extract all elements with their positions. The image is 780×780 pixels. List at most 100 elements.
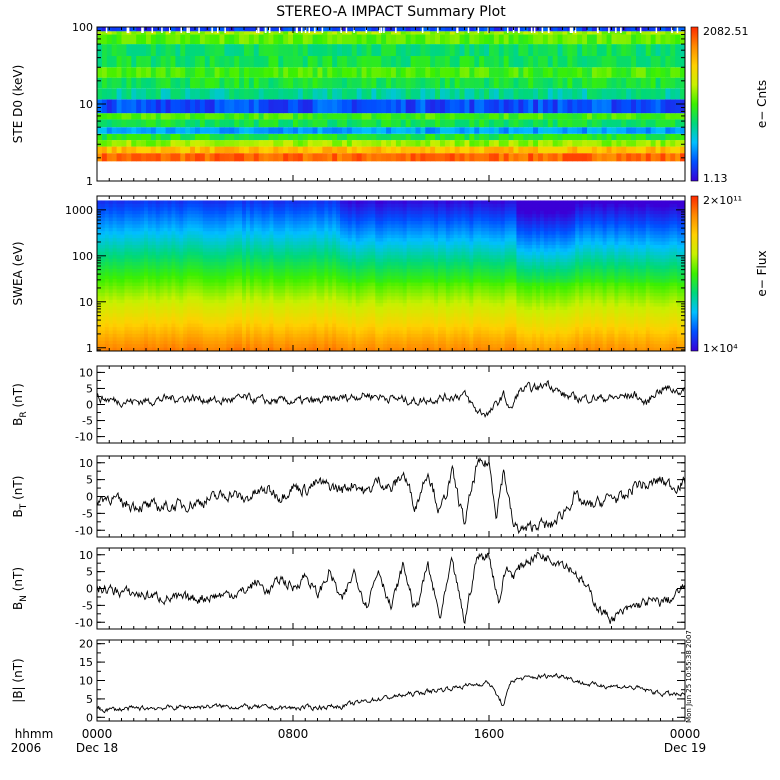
ste-cell bbox=[621, 44, 627, 57]
ste-cell bbox=[180, 146, 186, 154]
swea-cell bbox=[120, 330, 125, 335]
ste-cell bbox=[136, 140, 142, 147]
swea-cell bbox=[328, 289, 333, 294]
swea-cell bbox=[179, 306, 184, 311]
ste-cell bbox=[101, 56, 108, 68]
ste-cell bbox=[601, 56, 607, 68]
swea-cell bbox=[187, 238, 192, 242]
ste-cell bbox=[97, 99, 103, 114]
swea-cell bbox=[198, 227, 204, 232]
swea-cell bbox=[300, 296, 306, 301]
swea-cell bbox=[191, 231, 196, 236]
ste-cell bbox=[616, 27, 622, 32]
swea-cell bbox=[296, 275, 302, 280]
ste-gap bbox=[321, 27, 324, 33]
swea-cell bbox=[340, 265, 345, 270]
swea-cell bbox=[277, 292, 282, 297]
swea-cell bbox=[296, 292, 302, 297]
ste-cell bbox=[131, 113, 137, 120]
swea-cell bbox=[187, 347, 192, 352]
swea-cell bbox=[285, 306, 290, 311]
ste-cell bbox=[587, 113, 593, 120]
swea-cell bbox=[202, 309, 208, 314]
ste-cell bbox=[268, 34, 274, 45]
swea-cell bbox=[324, 279, 329, 283]
ste-cell bbox=[670, 34, 676, 45]
swea-cell bbox=[355, 207, 361, 212]
ste-cell bbox=[136, 99, 142, 114]
ste-cell bbox=[170, 133, 176, 141]
ste-cell bbox=[307, 31, 313, 35]
swea-cell bbox=[316, 279, 321, 283]
swea-cell bbox=[159, 227, 165, 232]
swea-cell bbox=[308, 285, 313, 290]
ste-cell bbox=[342, 140, 348, 147]
swea-cell bbox=[304, 316, 310, 321]
ste-cell bbox=[381, 127, 387, 134]
swea-cell bbox=[97, 207, 102, 212]
swea-cell bbox=[167, 316, 172, 321]
ste-cell bbox=[101, 146, 108, 154]
swea-cell bbox=[202, 289, 208, 294]
ste-gap bbox=[301, 27, 303, 33]
swea-cell bbox=[281, 344, 286, 348]
swea-cell bbox=[257, 268, 263, 273]
ste-cell bbox=[395, 67, 402, 78]
swea-cell bbox=[210, 344, 215, 348]
ste-gap bbox=[380, 27, 383, 33]
ste-cell bbox=[293, 140, 299, 147]
swea-cell bbox=[140, 231, 145, 236]
swea-cell bbox=[112, 262, 117, 266]
ste-cell bbox=[484, 88, 490, 100]
swea-cell bbox=[191, 268, 196, 273]
ste-cell bbox=[621, 133, 627, 141]
ste-cell bbox=[278, 146, 284, 154]
ste-cell bbox=[410, 140, 416, 147]
swea-cell bbox=[304, 347, 310, 352]
swea-cell bbox=[179, 217, 184, 222]
swea-cell bbox=[320, 316, 325, 321]
ste-cell bbox=[381, 146, 387, 154]
ste-cell bbox=[337, 27, 343, 32]
swea-cell bbox=[198, 327, 204, 331]
ste-cell bbox=[542, 44, 549, 57]
swea-cell bbox=[257, 244, 263, 249]
swea-cell bbox=[340, 272, 345, 277]
swea-cell bbox=[257, 320, 263, 325]
swea-cell bbox=[296, 316, 302, 321]
swea-cell bbox=[136, 203, 141, 208]
swea-cell bbox=[140, 279, 145, 283]
ste-cell bbox=[645, 31, 652, 35]
swea-cell bbox=[336, 220, 341, 225]
ste-cell bbox=[596, 99, 603, 114]
swea-cell bbox=[312, 316, 317, 321]
swea-cell bbox=[347, 282, 353, 287]
ste-cell bbox=[302, 113, 309, 120]
swea-cell bbox=[147, 220, 153, 225]
swea-cell bbox=[308, 327, 313, 331]
swea-cell bbox=[328, 303, 333, 307]
ste-cell bbox=[263, 99, 269, 114]
ste-cell bbox=[547, 88, 554, 100]
swea-cell bbox=[347, 292, 353, 297]
swea-cell bbox=[104, 306, 110, 311]
swea-cell bbox=[355, 251, 361, 256]
swea-cell bbox=[238, 282, 243, 287]
ste-cell bbox=[400, 133, 407, 141]
swea-cell bbox=[112, 214, 117, 218]
swea-cell bbox=[328, 282, 333, 287]
swea-cell bbox=[171, 344, 176, 348]
ste-cell bbox=[165, 113, 171, 120]
swea-cell bbox=[136, 337, 141, 342]
swea-cell bbox=[104, 320, 110, 325]
ste-cell bbox=[283, 34, 289, 45]
swea-cell bbox=[175, 313, 180, 318]
ste-cell bbox=[567, 56, 573, 68]
swea-cell bbox=[136, 344, 141, 348]
ste-gap bbox=[256, 27, 258, 33]
ste-cell bbox=[395, 77, 402, 89]
ste-cell bbox=[116, 31, 122, 35]
ste-cell bbox=[160, 146, 166, 154]
ste-cell bbox=[528, 88, 534, 100]
